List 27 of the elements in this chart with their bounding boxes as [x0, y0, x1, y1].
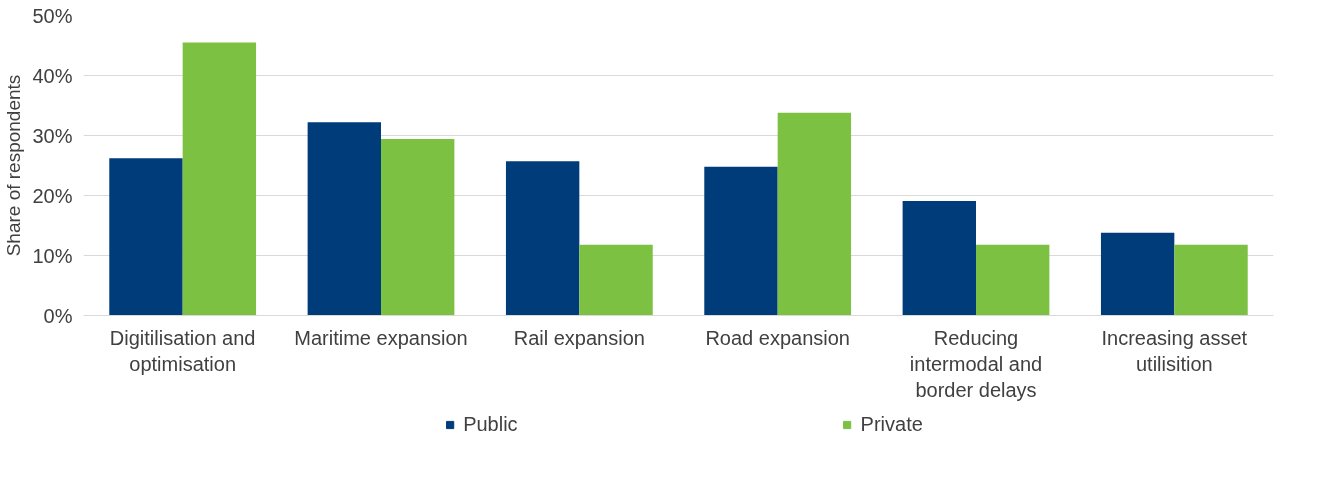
bar — [1174, 244, 1248, 316]
x-tick-label: Reducing intermodal and border delays — [909, 326, 1043, 402]
y-tick-label: 30% — [32, 124, 73, 147]
y-axis-title: Share of respondents — [3, 74, 25, 257]
x-tick-label: Digitilisation and optimisation — [109, 326, 256, 375]
bar — [109, 158, 183, 316]
x-tick-label: Maritime expansion — [294, 326, 468, 349]
y-tick-label: 50% — [32, 4, 73, 27]
y-tick-label: 40% — [32, 64, 73, 87]
legend-label: Public — [463, 412, 518, 436]
x-tick-label: Road expansion — [705, 326, 850, 349]
bar — [307, 122, 381, 316]
bar — [976, 244, 1050, 316]
bar — [777, 112, 852, 316]
y-tick-label: 0% — [43, 304, 73, 327]
x-tick-label: Rail expansion — [513, 326, 645, 349]
bar — [505, 161, 580, 316]
x-tick-label: Increasing asset utilisition — [1101, 326, 1248, 375]
bar — [381, 139, 455, 316]
y-tick-label: 10% — [32, 244, 73, 267]
bar — [1100, 232, 1175, 316]
legend-label: Private — [860, 412, 923, 436]
bar — [182, 42, 257, 316]
bar — [579, 244, 653, 316]
y-tick-label: 20% — [32, 184, 73, 207]
bar — [902, 200, 976, 316]
bar — [704, 166, 778, 316]
